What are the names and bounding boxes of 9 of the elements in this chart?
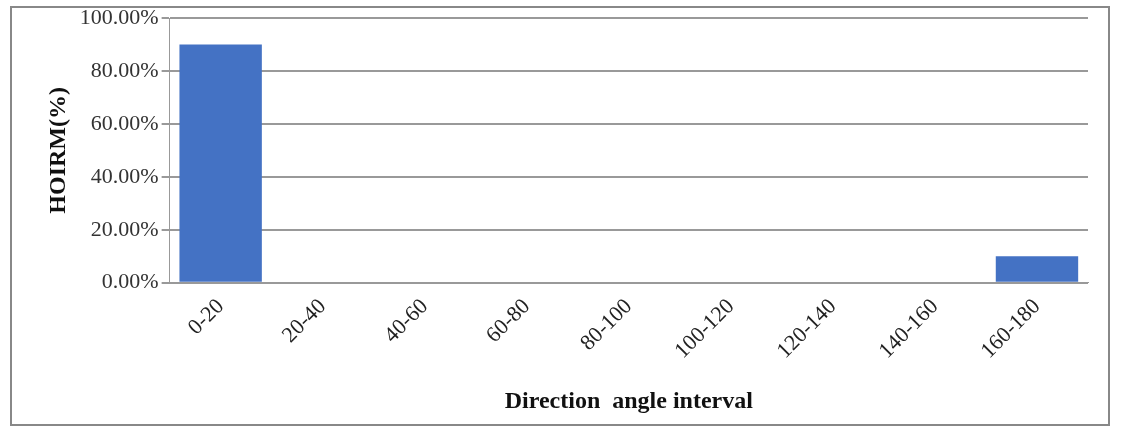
y-tick-label: 0.00% [101,268,159,294]
y-tick-label: 80.00% [90,56,159,82]
y-tick-label: 20.00% [90,215,159,241]
x-tick-label: 0-20 [182,292,229,340]
y-tick-label: 100.00% [79,3,159,29]
y-tick-label: 40.00% [90,162,159,188]
y-axis-title: HOIRM(%) [43,87,70,214]
x-axis-title: Direction angle interval [504,386,754,413]
y-tick-label: 60.00% [90,109,159,135]
